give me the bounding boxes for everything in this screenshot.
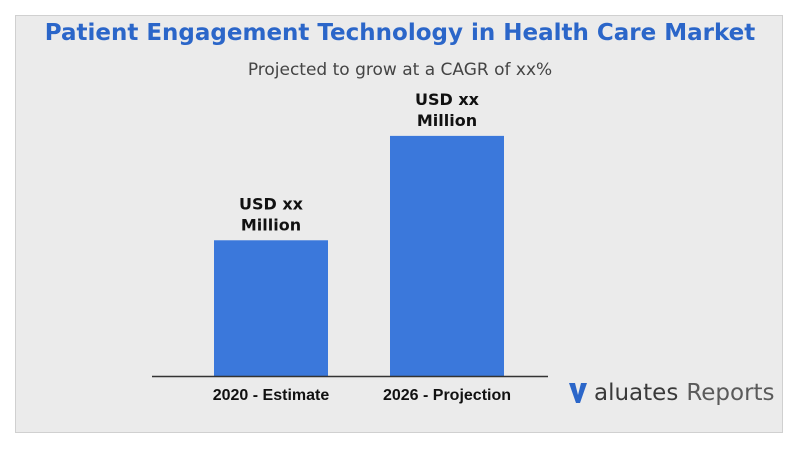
data-label-1-line-1: USD xx — [239, 194, 304, 213]
valuates-logo: aluates Reports — [568, 380, 775, 406]
logo-suffix: Reports — [686, 380, 775, 406]
chart-subtitle: Projected to grow at a CAGR of xx% — [247, 60, 553, 80]
data-label-2-line-2: Million — [417, 111, 477, 130]
data-label-1-line-2: Million — [241, 215, 301, 234]
bar-1 — [214, 240, 328, 376]
chart-title: Patient Engagement Technology in Health … — [44, 20, 756, 46]
data-label-2-line-1: USD xx — [415, 90, 480, 109]
bar-2 — [390, 135, 504, 376]
category-label-1: 2020 - Estimate — [213, 387, 330, 404]
logo-wordmark: aluates — [594, 380, 679, 406]
v-logo-icon — [569, 383, 587, 403]
category-label-2: 2026 - Projection — [383, 387, 511, 404]
